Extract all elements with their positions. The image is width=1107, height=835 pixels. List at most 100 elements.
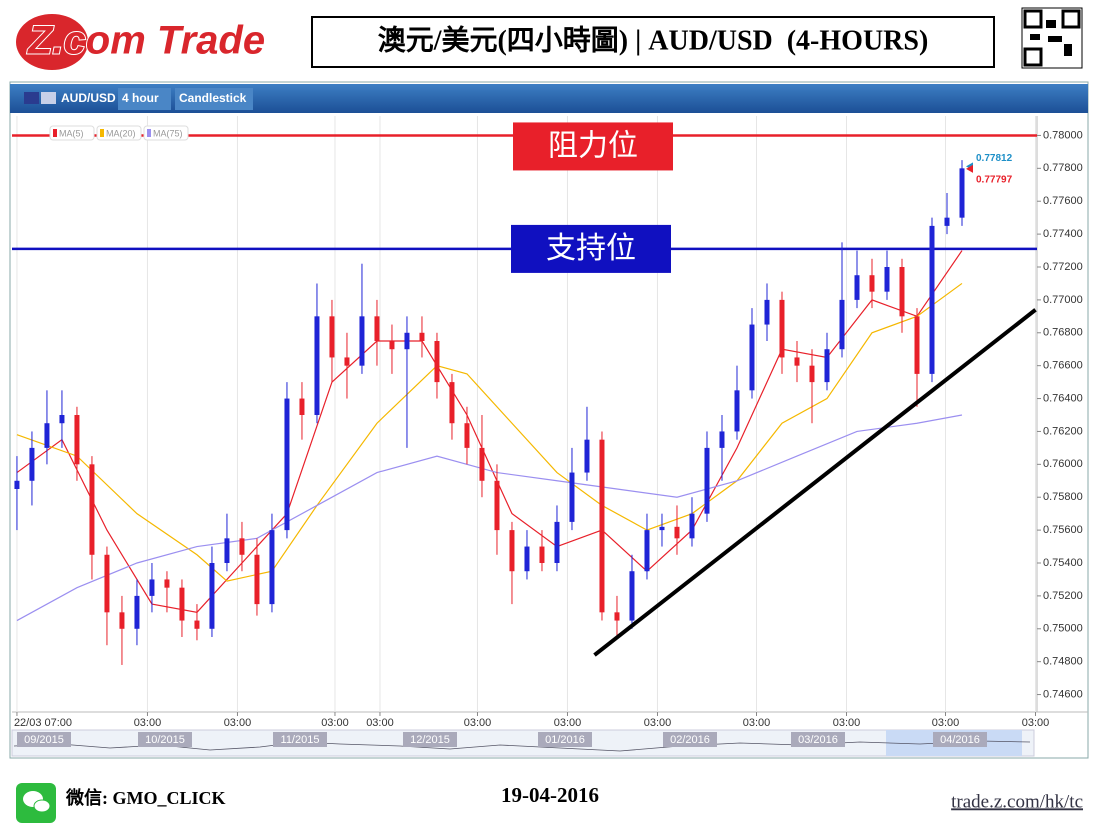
navigator-label: 10/2015 (145, 734, 185, 746)
toolbar-button[interactable] (175, 88, 253, 110)
level-label-box (511, 224, 671, 273)
title: 澳元/美元(四小時圖) | AUD/USD (4-HOURS) (378, 24, 929, 56)
y-tick-label: 0.77600 (1043, 195, 1083, 207)
flag-au (24, 92, 39, 104)
y-tick-label: 0.77200 (1043, 261, 1083, 273)
y-tick-label: 0.76200 (1043, 425, 1083, 437)
x-tick-label: 03:00 (743, 717, 771, 729)
candle-body (629, 571, 635, 621)
candle-body (854, 275, 860, 300)
toolbar-button[interactable] (118, 88, 171, 110)
y-tick-label: 0.76400 (1043, 392, 1083, 404)
toolbar-type[interactable]: Candlestick (179, 91, 247, 105)
navigator-tag (933, 732, 987, 747)
candle-body (44, 423, 50, 448)
navigator-label: 03/2016 (798, 734, 838, 746)
legend-label: MA(75) (153, 128, 183, 138)
y-tick-label: 0.77400 (1043, 228, 1083, 240)
candle-body (269, 530, 275, 605)
candle-body (359, 316, 365, 366)
legend-swatch (100, 129, 104, 137)
candle-body (419, 332, 425, 341)
candle-body (569, 472, 575, 522)
candle-body (839, 299, 845, 350)
logo-mark (16, 14, 88, 70)
legend-swatch (147, 129, 151, 137)
candle-body (464, 423, 470, 448)
navigator-label: 11/2015 (281, 734, 320, 746)
candle-body (584, 439, 590, 473)
candle-body (779, 299, 785, 358)
url[interactable]: trade.z.com/hk/tc (951, 791, 1083, 812)
toolbar-period[interactable]: 4 hour (122, 91, 159, 105)
candle-body (449, 382, 455, 424)
x-tick-label: 03:00 (321, 717, 349, 729)
candle-body (929, 225, 935, 374)
y-tick-label: 0.74600 (1043, 688, 1083, 700)
candle-body (74, 415, 80, 465)
qr-code (1021, 7, 1083, 69)
x-tick-label: 03:00 (932, 717, 960, 729)
y-tick-label: 0.75400 (1043, 557, 1083, 569)
candle-body (734, 390, 740, 432)
candle-body (119, 612, 125, 629)
candle-body (749, 324, 755, 391)
candle-body (254, 554, 260, 605)
wechat-bubble (33, 799, 51, 813)
x-tick-label: 03:00 (464, 717, 492, 729)
level-label: 支持位 (546, 232, 636, 265)
candle-body (29, 447, 35, 481)
navigator-label: 09/2015 (24, 734, 64, 746)
navigator-label: 02/2016 (670, 734, 710, 746)
y-tick-label: 0.76800 (1043, 327, 1083, 339)
ma-line (16, 250, 963, 613)
candle-body (959, 168, 965, 218)
candle-body (869, 275, 875, 292)
chart-frame (9, 81, 1089, 759)
candle-body (374, 316, 380, 341)
flag-us (41, 92, 56, 104)
level-label: 阻力位 (548, 129, 638, 162)
y-tick-label: 0.77000 (1043, 294, 1083, 306)
candle-body (704, 447, 710, 514)
price-label: 0.77812 (976, 153, 1013, 164)
candle-body (344, 357, 350, 366)
y-tick-label: 0.77800 (1043, 162, 1083, 174)
candle-body (659, 526, 665, 531)
candle-body (764, 299, 770, 325)
y-tick-label: 0.76600 (1043, 360, 1083, 372)
navigator-label: 04/2016 (940, 734, 980, 746)
candle-body (809, 365, 815, 383)
y-tick-label: 0.75800 (1043, 491, 1083, 503)
candle-body (644, 530, 650, 572)
x-tick-label: 03:00 (833, 717, 861, 729)
x-tick-label: 03:00 (1022, 717, 1050, 729)
date: 19-04-2016 (501, 783, 599, 807)
legend-label: MA(5) (59, 128, 84, 138)
legend-label: MA(20) (106, 128, 136, 138)
toolbar-symbol[interactable]: AUD/USD (61, 91, 116, 105)
price-marker (966, 164, 973, 173)
candle-body (899, 267, 905, 317)
candle-body (614, 612, 620, 621)
candle-body (149, 579, 155, 596)
candle-body (479, 447, 485, 481)
price-label: 0.77797 (976, 174, 1013, 185)
candle-body (284, 398, 290, 531)
legend-swatch (53, 129, 57, 137)
wechat-id: 微信: GMO_CLICK (65, 787, 226, 808)
toolbar (10, 84, 1088, 113)
candle-body (884, 267, 890, 292)
candle-body (299, 398, 305, 415)
navigator-tag (138, 732, 192, 747)
navigator-tag (403, 732, 457, 747)
candle-body (104, 554, 110, 613)
candle-body (524, 546, 530, 572)
y-tick-label: 0.75600 (1043, 524, 1083, 536)
candle-body (554, 521, 560, 563)
candle-body (599, 439, 605, 613)
x-tick-label: 03:00 (644, 717, 672, 729)
navigator-tag (791, 732, 845, 747)
